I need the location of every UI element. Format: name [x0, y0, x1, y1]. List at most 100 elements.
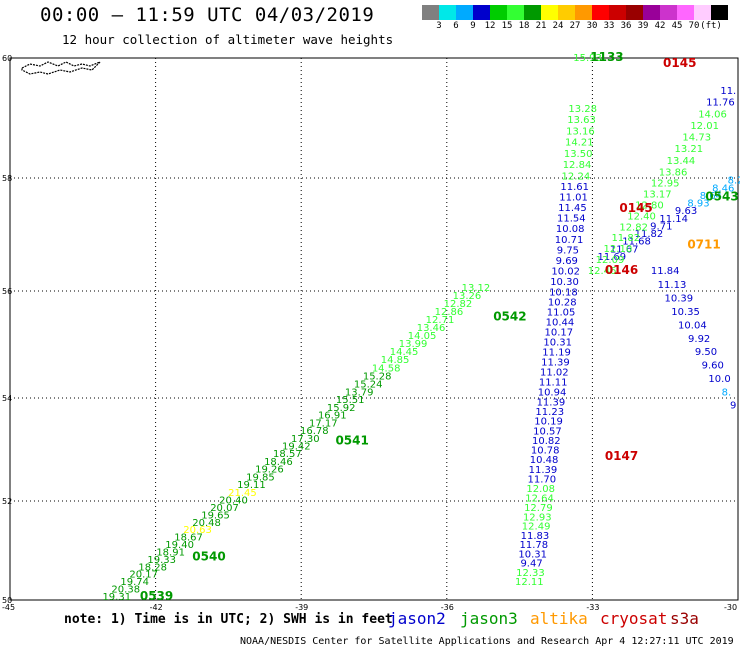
wave-height-value: 19.85 — [246, 472, 275, 483]
legend-label: 15 — [501, 21, 513, 31]
wave-height-value: 9.71 — [650, 221, 672, 232]
wave-height-value: 13.21 — [675, 144, 704, 155]
track-time-label: 0145 — [663, 56, 696, 70]
wave-height-value: 21.45 — [228, 488, 257, 499]
track-time-label: 0542 — [493, 309, 526, 323]
wave-height-value: 11.70 — [527, 474, 556, 485]
legend-swatch — [507, 5, 524, 20]
wave-height-value: 11.84 — [651, 266, 680, 277]
legend-label: 33 — [603, 21, 615, 31]
wave-height-value: 9 — [730, 400, 736, 411]
lat-axis-label: 58 — [2, 174, 12, 183]
wave-height-value: 19.40 — [165, 540, 194, 551]
wave-height-value: 15.28 — [363, 371, 392, 382]
wave-height-value: 19.42 — [282, 442, 311, 453]
track-time-label: 0145 — [619, 201, 652, 215]
satellite-legend-altika: altika — [530, 609, 588, 628]
lon-axis-label: -36 — [441, 603, 454, 612]
wave-height-value: 20.38 — [111, 585, 140, 596]
wave-height-value: 12.84 — [563, 160, 592, 171]
wave-height-value: 12.64 — [525, 494, 554, 505]
wave-height-value: 9.60 — [702, 361, 724, 372]
satellite-legend-cryosat: cryosat — [600, 609, 668, 628]
wave-height-value: 13.63 — [567, 115, 596, 126]
wave-height-value: 12.09 — [596, 255, 625, 266]
wave-height-value: 17.30 — [291, 434, 320, 445]
wave-height-value: 15.93 — [573, 53, 602, 64]
legend-swatch — [592, 5, 609, 20]
wave-height-value: 13.26 — [453, 291, 482, 302]
wave-height-value: 11.82 — [611, 233, 640, 244]
wave-height-value: 10.31 — [518, 549, 547, 560]
legend-swatch — [473, 5, 490, 20]
wave-height-value: 20.40 — [219, 495, 248, 506]
wave-height-value: 14.58 — [372, 363, 401, 374]
wave-height-value: 13.44 — [667, 156, 696, 167]
wave-height-value: 14.21 — [565, 138, 594, 149]
legend-label: 12 — [484, 21, 496, 31]
wave-height-value: 11.19 — [542, 348, 571, 359]
wave-height-value: 10.31 — [543, 338, 572, 349]
wave-height-value: 11.39 — [541, 358, 570, 369]
wave-height-value: 12.95 — [651, 178, 680, 189]
legend-label: 21 — [535, 21, 547, 31]
wave-height-value: 19.26 — [255, 465, 284, 476]
wave-height-value: 11.76 — [706, 98, 735, 109]
wave-height-value: 11.14 — [659, 214, 688, 225]
color-scale-labels: 3 6 9 12 15 18 21 24 27 30 33 36 39 42 45 70 (ft) — [422, 21, 740, 35]
wave-height-value: 14.06 — [698, 109, 727, 120]
wave-height-value: 11.69 — [597, 252, 626, 263]
track-time-label: 0711 — [687, 238, 720, 252]
wave-height-value: 18.28 — [138, 562, 167, 573]
wave-height-value: 12.11 — [515, 577, 544, 588]
wave-height-value: 12.82 — [444, 299, 473, 310]
track-time-label: 0543 — [705, 190, 738, 204]
wave-height-value: 18.57 — [273, 449, 302, 460]
wave-height-labels: 19.3120.3819.7420.1718.2819.3318.9119.40… — [102, 53, 740, 603]
wave-height-value: 13.79 — [345, 387, 374, 398]
legend-swatch — [558, 5, 575, 20]
wave-height-value: 9.75 — [557, 245, 579, 256]
legend-label: 6 — [453, 21, 459, 31]
wave-height-value: 9.92 — [688, 334, 710, 345]
wave-height-value: 12.08 — [526, 484, 555, 495]
wave-height-value: 12.93 — [523, 512, 552, 523]
wave-height-value: 15.51 — [336, 395, 365, 406]
wave-height-value: 13.86 — [659, 167, 688, 178]
wave-height-value: 10.08 — [556, 224, 585, 235]
legend-label: 42 — [654, 21, 666, 31]
map-grid — [9, 57, 739, 601]
wave-height-value: 11.23 — [535, 407, 564, 418]
wave-height-value: 11.01 — [559, 192, 588, 203]
wave-height-value: 12.49 — [522, 522, 551, 533]
wave-height-value: 8.46 — [712, 183, 734, 194]
wave-height-value: 11. — [720, 86, 736, 97]
legend-swatch — [456, 5, 473, 20]
legend-swatch — [541, 5, 558, 20]
wave-height-value: 14.45 — [390, 347, 419, 358]
wave-height-value: 10.39 — [664, 294, 693, 305]
wave-height-value: 10.30 — [550, 277, 579, 288]
wave-height-value: 10.71 — [555, 235, 584, 246]
wave-height-value: 10.02 — [551, 267, 580, 278]
legend-label: 9 — [470, 21, 476, 31]
wave-height-value: 13.12 — [462, 283, 491, 294]
wave-height-value: 17.17 — [309, 418, 338, 429]
axis-labels: 60 58 56 54 52 50-45 -42 -39 -36 -33 -30 — [2, 54, 737, 612]
wave-height-value: 12.80 — [635, 200, 664, 211]
wave-height-value: 19.31 — [102, 592, 131, 603]
wave-height-value: 10.57 — [533, 426, 562, 437]
wave-height-value: 16.91 — [318, 411, 347, 422]
wave-height-value: 11.13 — [658, 280, 687, 291]
wave-height-value: 19.74 — [120, 577, 149, 588]
lat-axis-label: 60 — [2, 54, 12, 63]
wave-height-value: 9.47 — [520, 559, 542, 570]
wave-height-value: 8.2 — [728, 176, 740, 187]
legend-swatch — [626, 5, 643, 20]
legend-label: 18 — [518, 21, 530, 31]
track-time-label: 1133 — [590, 50, 623, 64]
wave-height-value: 11.39 — [529, 465, 558, 476]
wave-height-value: 10.19 — [534, 417, 563, 428]
lat-axis-label: 52 — [2, 497, 12, 506]
